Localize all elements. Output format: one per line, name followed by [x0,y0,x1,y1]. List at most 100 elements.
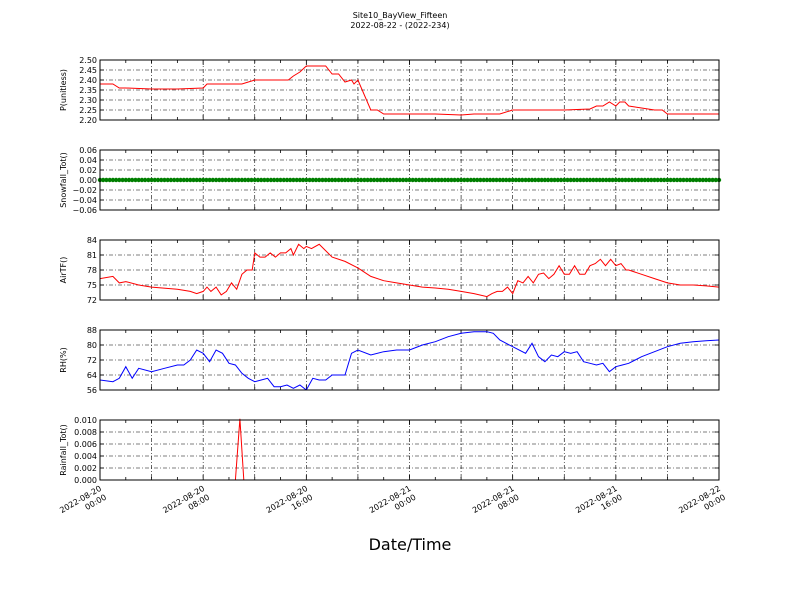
y-tick-label: 2.20 [79,116,97,125]
y-tick-label: 81 [87,251,97,260]
chart-panels: 2.202.252.302.352.402.452.50 P(unitless) −… [59,56,722,485]
data-point [587,177,593,183]
panel-frame [99,329,720,391]
data-point [623,177,628,183]
data-point [284,177,290,183]
data-point [201,177,206,183]
data-point [458,177,464,183]
data-point [155,177,161,183]
data-point [323,177,328,183]
y-tick-label: 0.010 [74,416,97,425]
y-tick-label: 84 [87,236,97,245]
data-point [358,177,364,183]
data-point [410,177,415,183]
data-point [168,177,174,183]
data-point [178,177,183,183]
data-point [475,177,480,183]
panel-5: 0.000 0.002 0.004 0.006 0.008 0.010 Rainfall_T… [59,416,720,485]
data-point [687,177,693,183]
y-tick-label: 0.002 [74,464,97,473]
data-point [426,177,431,183]
x-axis-label: Date/Time [369,535,452,554]
data-point [545,177,551,183]
data-point [278,177,283,183]
series-line [100,65,719,116]
data-point [652,177,657,183]
data-point [494,177,499,183]
data-point [197,177,203,183]
data-point [481,177,486,183]
y-tick-label: 0.04 [79,156,97,165]
data-point [645,177,651,183]
data-point [604,177,609,183]
data-point [349,177,354,183]
panel-frame [99,239,720,301]
data-point [307,177,312,183]
data-point [516,177,522,183]
data-point [574,177,580,183]
data-point [165,177,170,183]
data-point [413,177,419,183]
data-point [597,177,602,183]
data-point [594,177,599,183]
data-point [591,177,596,183]
panel-frame [99,149,720,211]
data-point [420,177,425,183]
data-point [520,177,525,183]
data-point [491,177,496,183]
data-point [378,177,383,183]
data-point [703,177,709,183]
data-point [633,177,638,183]
y-tick-label: 75 [87,281,97,290]
data-point [123,177,128,183]
y-axis-label: Snowfall_Tot() [59,152,68,208]
y-tick-label: 2.40 [79,76,97,85]
data-point [217,177,222,183]
data-point [407,177,412,183]
data-point [500,177,506,183]
data-point [159,177,164,183]
data-point [381,177,386,183]
data-point [707,177,712,183]
data-point [362,177,367,183]
data-point [130,177,135,183]
data-point [213,177,219,183]
y-tick-label: 0.006 [74,440,97,449]
data-point [352,177,357,183]
data-point [487,177,493,183]
data-point [172,177,177,183]
data-point [562,177,567,183]
data-point [388,177,393,183]
data-point [616,177,622,183]
data-point [291,177,296,183]
data-point [371,177,377,183]
y-tick-label: 2.25 [79,106,97,115]
panel-1: 2.202.252.302.352.402.452.50 P(unitless) [59,56,720,125]
data-point [304,177,309,183]
data-point [436,177,441,183]
data-point [684,177,689,183]
data-point [655,177,660,183]
panel-3: 72 75 78 81 84 AirTF() [59,236,720,305]
data-point [300,177,306,183]
data-point [423,177,428,183]
panel-frame [99,59,720,121]
data-point [497,177,502,183]
data-point [558,177,564,183]
data-point [107,177,112,183]
chart-title: Site10_BayView_Fifteen [353,11,448,20]
y-tick-label: 0.02 [79,166,97,175]
data-point [400,177,406,183]
data-point [368,177,373,183]
data-point [397,177,402,183]
data-point [394,177,399,183]
data-point [465,177,470,183]
data-point [662,177,667,183]
y-axis-label: Rainfall_Tot() [59,424,68,476]
data-point [365,177,370,183]
data-point [523,177,528,183]
data-point [484,177,490,183]
